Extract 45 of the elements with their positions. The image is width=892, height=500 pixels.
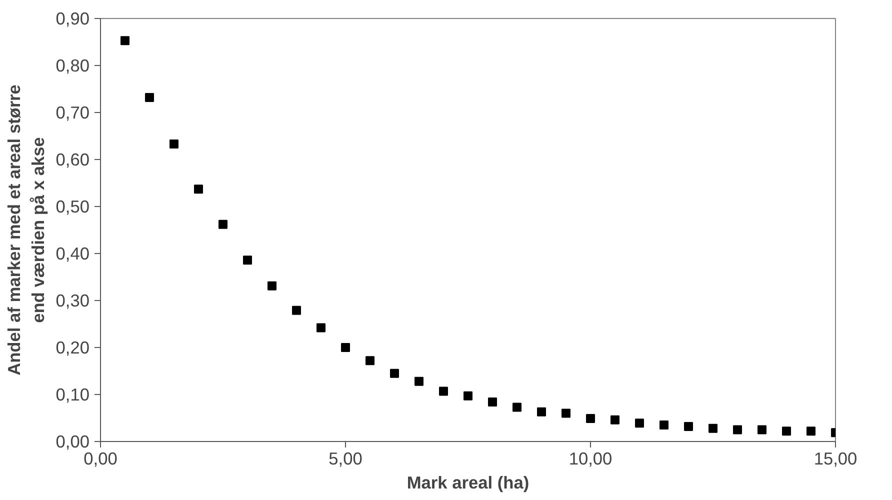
point [414,376,424,386]
point [439,386,448,396]
point [390,368,399,378]
point [758,425,766,434]
y-tick-label: 0,50 [56,196,90,216]
point [708,424,718,433]
point [341,343,350,352]
point [782,426,791,436]
x-tick-label: 5,00 [328,448,362,468]
y-tick-label: 0,70 [56,102,90,122]
y-tick-label: 0,40 [56,244,90,264]
point [120,36,130,46]
y-tick-label: 0,80 [56,56,90,76]
point [610,415,620,424]
point [806,426,816,436]
point [635,418,644,428]
point [243,256,252,265]
point [366,356,374,366]
point [194,184,203,194]
point [684,422,693,431]
y-tick-label: 0,60 [56,150,90,170]
point [733,425,742,434]
point [292,306,301,315]
y-axis-title: Andel af marker med et areal større end værdien på x akse [4,84,48,376]
point [562,408,570,418]
y-tick-label: 0,20 [56,338,90,358]
x-tick-label: 10,00 [568,448,612,468]
point [170,139,178,148]
y-tick-label: 0,00 [56,432,90,452]
point [268,281,276,290]
x-tick-label: 0,00 [84,448,118,468]
point [218,220,228,229]
point [537,407,546,416]
point [586,414,595,423]
y-tick-label: 0,90 [56,8,90,28]
point [464,391,472,400]
y-tick-label: 0,30 [56,290,90,310]
y-tick-label: 0,10 [56,384,90,404]
point [512,402,522,412]
point [145,92,154,102]
point [660,420,668,430]
x-axis-title: Mark areal (ha) [406,472,530,492]
point [316,323,326,332]
point [488,398,497,407]
x-tick-label: 15,00 [814,448,858,468]
